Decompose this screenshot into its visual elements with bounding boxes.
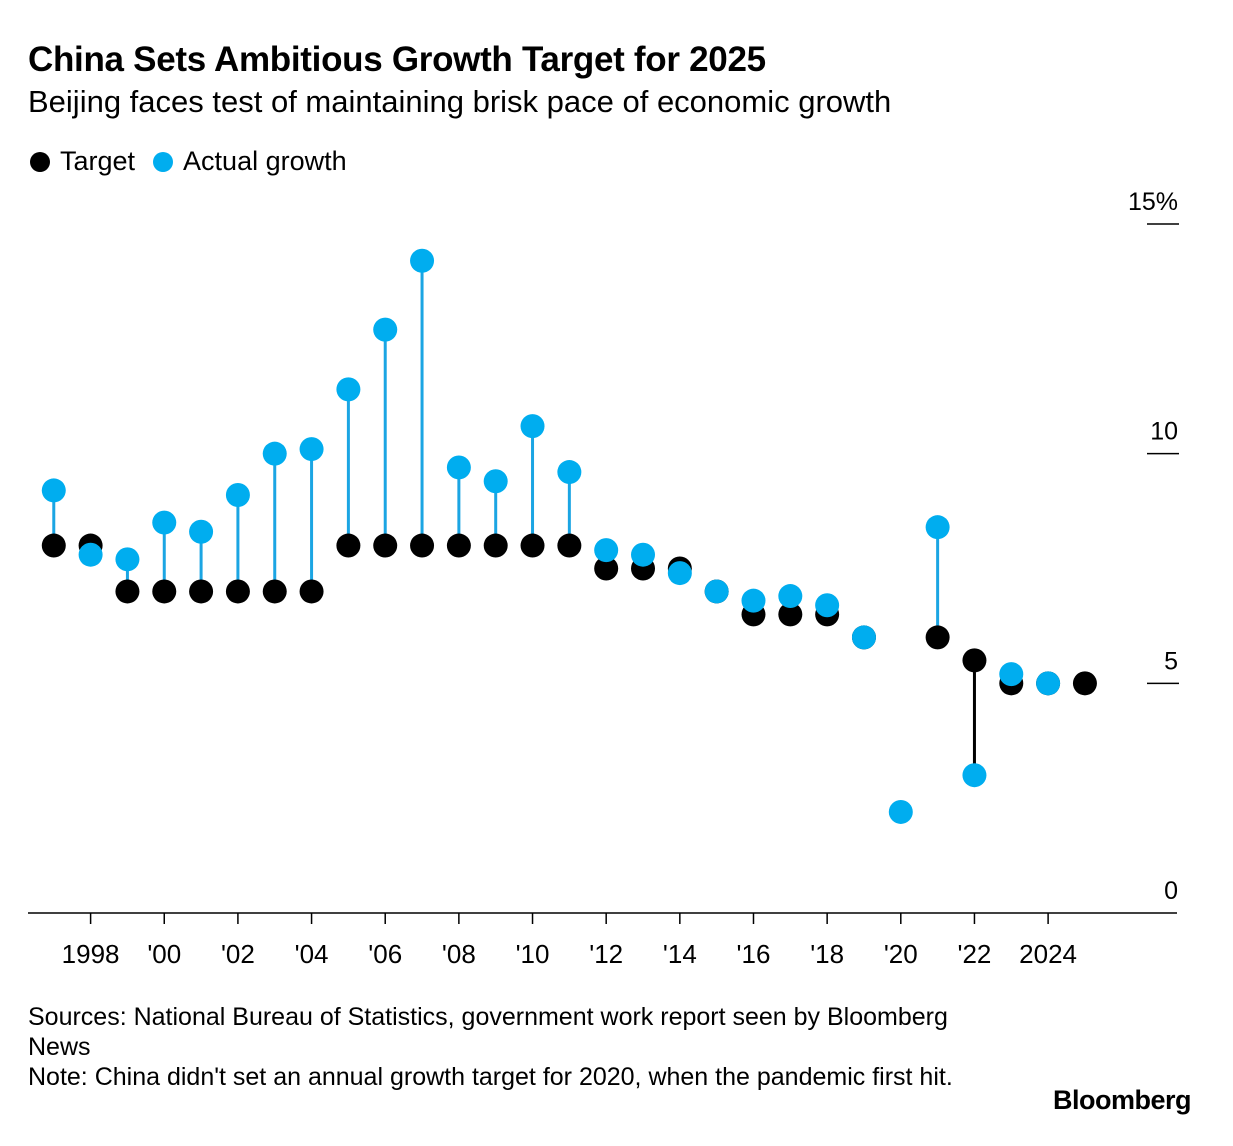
target-point-2010 (520, 533, 545, 558)
target-point-2003 (262, 579, 287, 604)
actual-point-2004 (299, 437, 324, 462)
actual-point-2023 (999, 662, 1024, 687)
actual-point-2024 (1036, 671, 1061, 696)
actual-point-1999 (115, 547, 140, 572)
target-point-2011 (557, 533, 582, 558)
actual-point-2006 (373, 317, 398, 342)
legend-target-label: Target (60, 146, 136, 176)
target-point-2017 (778, 602, 803, 627)
note-text: Note: China didn't set an annual growth … (28, 1063, 953, 1091)
legend-item-target: Target (30, 146, 135, 177)
target-point-2004 (299, 579, 324, 604)
actual-point-2018 (815, 593, 840, 618)
actual-point-2011 (557, 460, 582, 485)
actual-point-2016 (741, 588, 766, 613)
target-point-2006 (373, 533, 398, 558)
x-tick-label-2016: '16 (737, 939, 771, 969)
sources-text: Sources: National Bureau of Statistics, … (28, 1003, 948, 1061)
chart-subtitle: Beijing faces test of maintaining brisk … (28, 84, 892, 119)
target-point-2007 (410, 533, 435, 558)
bloomberg-logo: Bloomberg (1053, 1085, 1192, 1115)
target-point-2005 (336, 533, 361, 558)
x-tick-label-2024: 2024 (1019, 939, 1077, 969)
actual-point-2001 (189, 519, 214, 544)
x-tick-label-2014: '14 (663, 939, 697, 969)
x-tick-label-2018: '18 (810, 939, 844, 969)
legend-target-marker (30, 151, 50, 172)
actual-point-2002 (225, 483, 250, 508)
target-point-2009 (483, 533, 508, 558)
legend: Target Actual growth (30, 146, 365, 177)
actual-point-2013 (631, 542, 656, 567)
target-point-2012 (594, 556, 619, 581)
actual-point-1998 (78, 542, 103, 567)
y-tick-label-15: 15% (1128, 188, 1178, 216)
target-point-2021 (925, 625, 950, 650)
actual-point-2020 (888, 799, 913, 824)
x-tick-label-2020: '20 (884, 939, 918, 969)
target-point-2001 (189, 579, 214, 604)
legend-item-actual: Actual growth (153, 146, 347, 177)
y-tick-label-0: 0 (1164, 877, 1178, 905)
target-point-2002 (225, 579, 250, 604)
actual-point-2003 (262, 441, 287, 466)
actual-point-2005 (336, 377, 361, 402)
x-tick-label-2010: '10 (516, 939, 550, 969)
target-point-2008 (446, 533, 471, 558)
y-tick-label-10: 10 (1150, 418, 1178, 446)
target-point-2000 (152, 579, 177, 604)
actual-point-1997 (41, 478, 66, 503)
target-point-1999 (115, 579, 140, 604)
actual-point-2015 (704, 579, 729, 604)
actual-point-2012 (594, 538, 619, 563)
x-tick-label-2002: '02 (221, 939, 255, 969)
x-tick-label-2006: '06 (368, 939, 402, 969)
footer-notes: Sources: National Bureau of Statistics, … (28, 1002, 958, 1092)
actual-point-2022 (962, 763, 987, 788)
target-point-2025 (1072, 671, 1097, 696)
actual-point-2009 (483, 469, 508, 494)
x-tick-label-2008: '08 (442, 939, 476, 969)
y-tick-label-5: 5 (1164, 647, 1178, 675)
actual-point-2014 (667, 561, 692, 586)
actual-point-2008 (446, 455, 471, 480)
x-tick-label-2000: '00 (147, 939, 181, 969)
x-tick-label-1998: 1998 (62, 939, 120, 969)
target-point-1997 (41, 533, 66, 558)
legend-actual-label: Actual growth (183, 146, 347, 176)
actual-point-2000 (152, 510, 177, 535)
actual-point-2021 (925, 515, 950, 540)
legend-actual-marker (153, 151, 174, 172)
actual-point-2007 (410, 248, 435, 273)
actual-point-2017 (778, 584, 803, 609)
actual-point-2019 (851, 625, 876, 650)
chart-title: China Sets Ambitious Growth Target for 2… (28, 40, 766, 79)
target-point-2022 (962, 648, 987, 673)
x-tick-label-2012: '12 (589, 939, 623, 969)
x-tick-label-2004: '04 (295, 939, 329, 969)
actual-point-2010 (520, 414, 545, 439)
x-tick-label-2022: '22 (958, 939, 992, 969)
